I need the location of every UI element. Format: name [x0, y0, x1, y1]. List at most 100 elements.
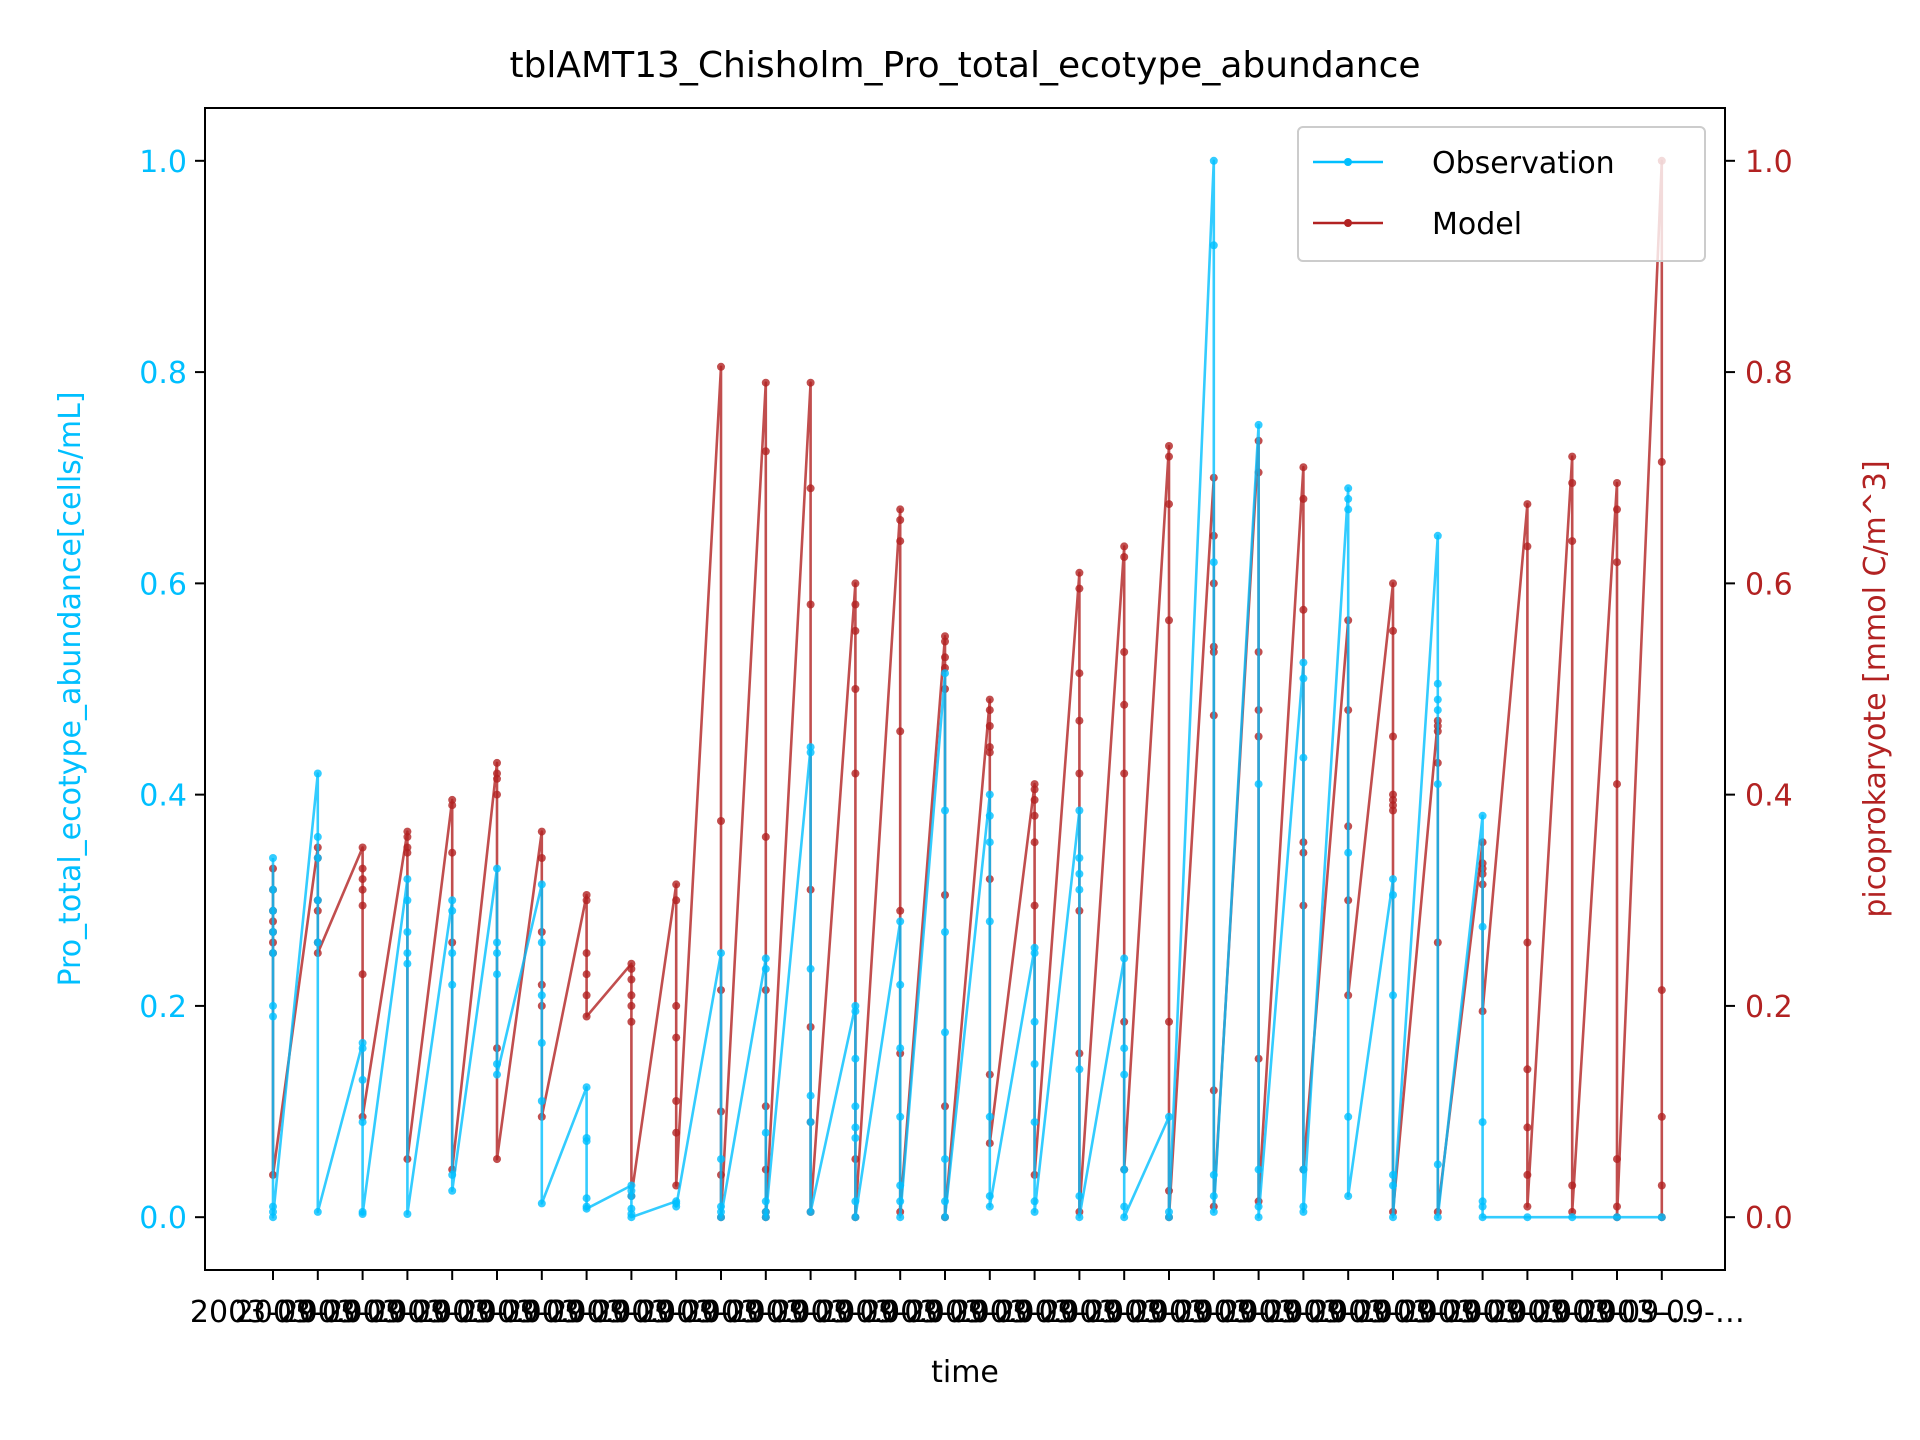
model-point: [672, 896, 681, 905]
model-point: [1165, 452, 1173, 461]
observation-point: [1299, 1165, 1308, 1174]
observation-point: [896, 917, 905, 926]
plot-frame: [204, 107, 1726, 1271]
model-point: [1523, 1123, 1532, 1132]
model-point: [1523, 1170, 1532, 1179]
observation-point: [1389, 891, 1397, 899]
observation-point: [1209, 558, 1218, 567]
observation-point: [896, 1181, 905, 1190]
observation-point: [896, 1213, 905, 1222]
observation-point: [985, 1112, 994, 1121]
model-point: [717, 362, 725, 371]
model-point: [403, 848, 412, 857]
observation-point: [806, 1118, 815, 1127]
model-point: [627, 1017, 636, 1026]
observation-point: [1299, 1207, 1308, 1216]
observation-point: [403, 959, 412, 968]
observation-point: [896, 1112, 905, 1121]
model-point: [403, 832, 412, 841]
observation-point: [269, 1213, 277, 1222]
observation-point: [269, 928, 277, 936]
model-point: [1613, 1155, 1621, 1164]
x-tick-label: 2003-09-…: [1355, 1295, 1521, 1330]
observation-point: [941, 806, 949, 815]
model-point: [941, 653, 949, 662]
model-point: [537, 854, 546, 862]
model-point: [806, 484, 815, 493]
observation-point: [806, 1207, 815, 1216]
model-point: [627, 991, 636, 1000]
model-point: [851, 769, 860, 778]
legend-box: [1297, 126, 1706, 262]
model-point: [985, 695, 994, 704]
observation-point: [1568, 1213, 1577, 1222]
model-point: [896, 516, 905, 524]
model-point: [358, 843, 367, 852]
x-tick-label: 2003-09-…: [907, 1295, 1073, 1330]
observation-point: [493, 949, 501, 958]
observation-point: [941, 928, 949, 936]
model-point: [761, 378, 770, 387]
model-point: [448, 801, 457, 810]
model-point: [493, 1155, 501, 1164]
observation-point: [1433, 531, 1442, 540]
observation-point: [896, 1044, 905, 1053]
observation-point: [985, 838, 994, 847]
model-point: [761, 447, 770, 456]
observation-point: [1478, 811, 1487, 820]
right-y-tick-label: 1.0: [1745, 145, 1793, 180]
observation-point: [1120, 1213, 1129, 1222]
model-point: [493, 774, 501, 783]
legend-observation-marker: [1344, 158, 1352, 166]
observation-point: [1030, 1197, 1039, 1206]
model-point: [1523, 1065, 1532, 1074]
observation-point: [761, 1213, 770, 1222]
model-point: [358, 875, 367, 884]
observation-point: [1344, 494, 1353, 503]
observation-point: [1165, 1213, 1173, 1222]
observation-point: [403, 949, 412, 958]
right-y-axis-label: picoprokaryote [mmol C/m^3]: [1858, 460, 1893, 917]
model-line: [271, 159, 1664, 1219]
x-tick-label: 2003-09-…: [1086, 1295, 1252, 1330]
x-tick-label: 2003-09-…: [952, 1295, 1118, 1330]
observation-line: [271, 159, 1662, 1219]
observation-point: [1209, 1207, 1218, 1216]
x-tick-label: 2003-09-…: [1579, 1295, 1745, 1330]
chart-title: tblAMT13_Chisholm_Pro_total_ecotype_abun…: [509, 45, 1420, 86]
observation-point: [1478, 922, 1487, 931]
observation-point: [941, 1213, 949, 1222]
left-y-tick-label: 0.0: [139, 1201, 187, 1236]
model-point: [1030, 795, 1039, 804]
x-tick-label: 2003-09-…: [1220, 1295, 1386, 1330]
model-point: [985, 748, 994, 757]
x-tick-label: 2003-09-…: [638, 1295, 804, 1330]
x-tick-label: 2003-09-…: [459, 1295, 625, 1330]
model-point: [1030, 785, 1039, 794]
observation-point: [1478, 1213, 1487, 1222]
model-point: [1523, 938, 1532, 947]
observation-point: [1075, 869, 1084, 878]
observation-point: [1120, 954, 1129, 963]
observation-point: [1613, 1213, 1621, 1222]
observation-point: [1075, 1213, 1084, 1222]
observation-point: [806, 964, 815, 973]
observation-point: [851, 1102, 860, 1111]
observation-point: [941, 1197, 949, 1206]
right-y-tick-label: 0.2: [1745, 990, 1793, 1025]
model-point: [672, 1128, 681, 1137]
observation-point: [1209, 156, 1218, 165]
left-y-tick-label: 0.8: [139, 356, 187, 391]
model-point: [1613, 479, 1621, 487]
observation-point: [1075, 854, 1084, 862]
observation-point: [537, 1097, 546, 1105]
observation-point: [941, 669, 949, 678]
model-point: [1523, 500, 1532, 509]
observation-point: [1433, 1160, 1442, 1169]
model-point: [448, 848, 457, 857]
observation-point: [448, 906, 457, 915]
model-point: [1568, 479, 1577, 487]
model-point: [1165, 442, 1173, 450]
